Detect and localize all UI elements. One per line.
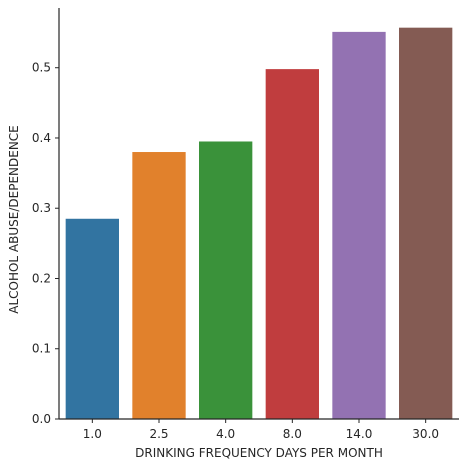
y-tick-label: 0.0 — [32, 412, 51, 426]
y-axis-label: ALCOHOL ABUSE/DEPENDENCE — [7, 125, 21, 314]
x-tick-label: 8.0 — [283, 427, 302, 441]
bar-2-5 — [132, 152, 186, 419]
bar-1-0 — [65, 218, 119, 419]
y-axis-ticks: 0.0 0.1 0.2 0.3 0.4 0.5 — [32, 61, 59, 426]
bar-4-0 — [199, 141, 253, 419]
y-tick-label: 0.4 — [32, 131, 51, 145]
x-tick-label: 2.5 — [149, 427, 168, 441]
y-tick-label: 0.2 — [32, 271, 51, 285]
bar-14-0 — [332, 31, 386, 420]
x-axis-label: DRINKING FREQUENCY DAYS PER MONTH — [135, 446, 383, 460]
y-tick-label: 0.5 — [32, 61, 51, 75]
x-tick-label: 30.0 — [412, 427, 439, 441]
bar-8-0 — [265, 69, 319, 419]
x-axis-ticks: 1.0 2.5 4.0 8.0 14.0 30.0 — [83, 419, 439, 441]
x-tick-label: 4.0 — [216, 427, 235, 441]
x-tick-label: 14.0 — [346, 427, 373, 441]
y-tick-label: 0.1 — [32, 342, 51, 356]
bars-layer — [65, 27, 453, 420]
x-tick-label: 1.0 — [83, 427, 102, 441]
y-tick-label: 0.3 — [32, 201, 51, 215]
bar-30-0 — [399, 27, 453, 420]
